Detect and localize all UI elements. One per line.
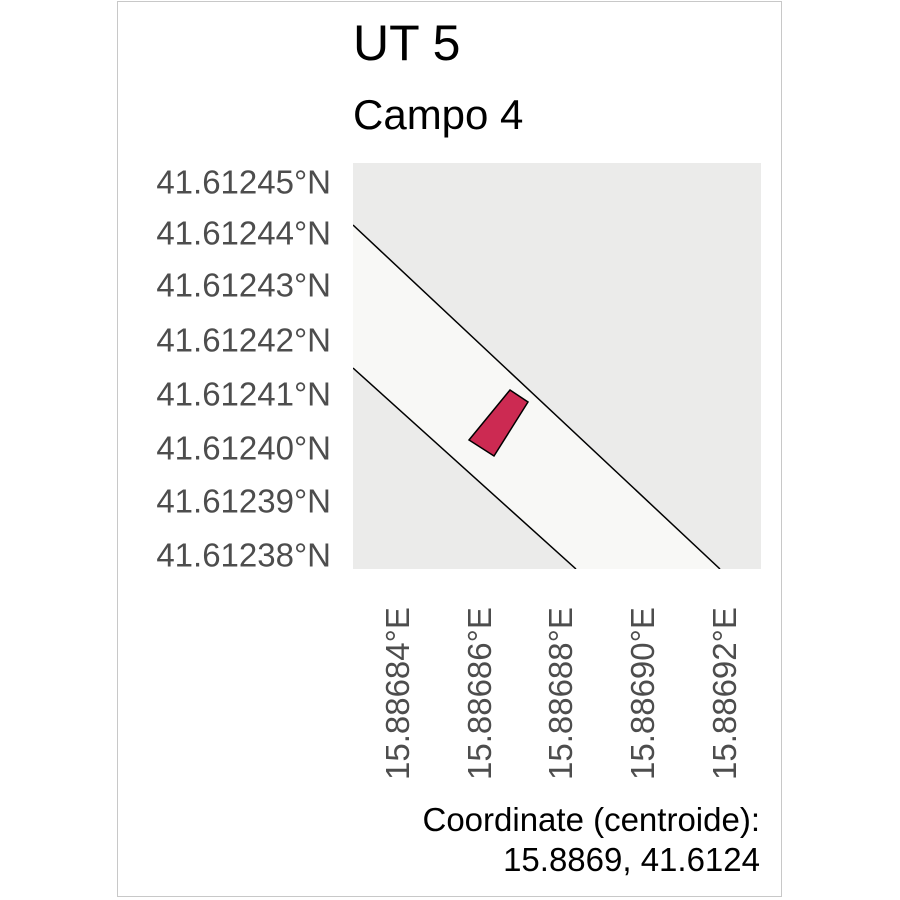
x-tick-label: 15.88690°E xyxy=(624,607,661,780)
centroid-value: 15.8869, 41.6124 xyxy=(503,841,760,878)
y-tick-label: 41.61242°N xyxy=(156,321,331,359)
y-tick-label: 41.61239°N xyxy=(156,482,331,520)
y-tick-label: 41.61241°N xyxy=(156,375,331,413)
map-panel xyxy=(353,163,761,569)
x-tick-label: 15.88692°E xyxy=(706,607,743,780)
map-subtitle: Campo 4 xyxy=(353,91,524,138)
y-tick-label: 41.61240°N xyxy=(156,429,331,467)
x-tick-label: 15.88686°E xyxy=(461,607,498,780)
y-tick-label: 41.61244°N xyxy=(156,214,331,252)
x-tick-label: 15.88688°E xyxy=(542,607,579,780)
x-tick-label: 15.88684°E xyxy=(379,607,416,780)
field-parcel xyxy=(467,388,530,458)
y-tick-label: 41.61245°N xyxy=(156,163,331,201)
y-tick-label: 41.61243°N xyxy=(156,266,331,304)
y-tick-label: 41.61238°N xyxy=(156,536,331,574)
road-edge-lower xyxy=(353,367,577,569)
centroid-label: Coordinate (centroide): xyxy=(422,801,760,838)
map-title: UT 5 xyxy=(353,15,461,71)
road-edge-upper xyxy=(353,224,721,569)
